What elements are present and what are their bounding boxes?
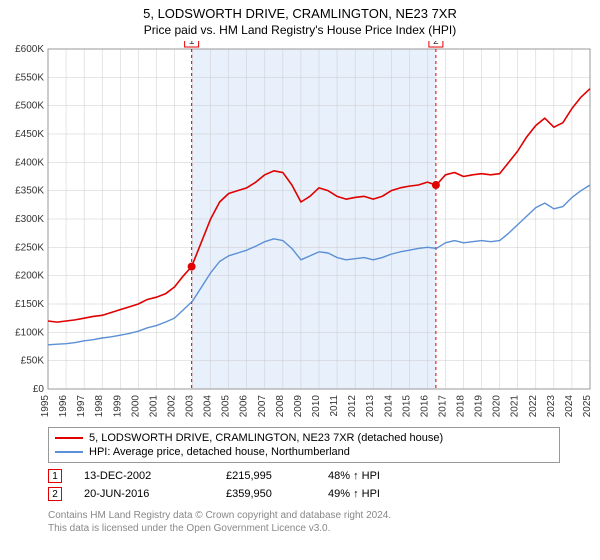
svg-text:2025: 2025 (582, 395, 593, 418)
svg-text:2010: 2010 (311, 395, 322, 418)
svg-text:£450K: £450K (15, 129, 44, 140)
legend-swatch-price (55, 437, 83, 439)
legend-row: HPI: Average price, detached house, Nort… (55, 445, 553, 459)
svg-text:1996: 1996 (58, 395, 69, 418)
svg-text:2004: 2004 (203, 395, 214, 418)
svg-text:1997: 1997 (76, 395, 87, 418)
sale-date: 13-DEC-2002 (84, 470, 204, 482)
sale-marker-icon: 1 (48, 469, 62, 483)
svg-text:2008: 2008 (275, 395, 286, 418)
sale-row: 2 20-JUN-2016 £359,950 49% ↑ HPI (48, 485, 560, 503)
svg-text:£400K: £400K (15, 157, 44, 168)
svg-text:2020: 2020 (492, 395, 503, 418)
sale-pct: 49% ↑ HPI (328, 488, 380, 500)
svg-text:2022: 2022 (528, 395, 539, 418)
sales-block: 1 13-DEC-2002 £215,995 48% ↑ HPI 2 20-JU… (48, 467, 560, 503)
sale-date: 20-JUN-2016 (84, 488, 204, 500)
svg-text:2006: 2006 (239, 395, 250, 418)
svg-text:2017: 2017 (437, 395, 448, 418)
svg-text:2011: 2011 (329, 395, 340, 417)
legend: 5, LODSWORTH DRIVE, CRAMLINGTON, NE23 7X… (48, 427, 560, 463)
sale-price: £359,950 (226, 488, 306, 500)
svg-text:2016: 2016 (419, 395, 430, 418)
svg-text:£250K: £250K (15, 242, 44, 253)
svg-text:£350K: £350K (15, 186, 44, 197)
chart-svg: £0 £50K £100K £150K £200K £250K £300K £350K £400… (0, 41, 600, 421)
page-title: 5, LODSWORTH DRIVE, CRAMLINGTON, NE23 7X… (0, 0, 600, 21)
legend-swatch-hpi (55, 451, 83, 453)
svg-text:£150K: £150K (15, 299, 44, 310)
legend-label: 5, LODSWORTH DRIVE, CRAMLINGTON, NE23 7X… (89, 432, 443, 444)
svg-text:2021: 2021 (510, 395, 521, 418)
sale-pct: 48% ↑ HPI (328, 470, 380, 482)
svg-text:2012: 2012 (347, 395, 358, 418)
svg-text:2001: 2001 (148, 395, 159, 418)
svg-text:£500K: £500K (15, 101, 44, 112)
svg-text:2023: 2023 (546, 395, 557, 418)
svg-text:1999: 1999 (112, 395, 123, 418)
svg-text:1: 1 (189, 41, 195, 47)
legend-label: HPI: Average price, detached house, Nort… (89, 446, 350, 458)
legend-row: 5, LODSWORTH DRIVE, CRAMLINGTON, NE23 7X… (55, 431, 553, 445)
svg-text:1995: 1995 (40, 395, 51, 418)
svg-text:£50K: £50K (21, 356, 45, 367)
footer-line: This data is licensed under the Open Gov… (48, 522, 560, 535)
svg-text:£300K: £300K (15, 214, 44, 225)
sale-marker-icon: 2 (48, 487, 62, 501)
svg-text:2015: 2015 (401, 395, 412, 418)
footer-line: Contains HM Land Registry data © Crown c… (48, 509, 560, 522)
svg-text:2013: 2013 (365, 395, 376, 418)
svg-text:£600K: £600K (15, 44, 44, 55)
svg-text:2018: 2018 (456, 395, 467, 418)
svg-text:£550K: £550K (15, 72, 44, 83)
svg-text:£0: £0 (33, 384, 45, 395)
svg-text:1998: 1998 (94, 395, 105, 418)
footer: Contains HM Land Registry data © Crown c… (48, 509, 560, 535)
svg-text:2007: 2007 (257, 395, 268, 418)
svg-text:£100K: £100K (15, 327, 44, 338)
svg-text:2003: 2003 (185, 395, 196, 418)
svg-text:2014: 2014 (383, 395, 394, 418)
sale-row: 1 13-DEC-2002 £215,995 48% ↑ HPI (48, 467, 560, 485)
svg-text:2009: 2009 (293, 395, 304, 418)
sale-price: £215,995 (226, 470, 306, 482)
page-subtitle: Price paid vs. HM Land Registry's House … (0, 21, 600, 41)
price-chart: £0 £50K £100K £150K £200K £250K £300K £350K £400… (0, 41, 600, 421)
svg-text:2019: 2019 (474, 395, 485, 418)
svg-text:2005: 2005 (221, 395, 232, 418)
svg-text:2002: 2002 (166, 395, 177, 418)
svg-text:£200K: £200K (15, 271, 44, 282)
svg-text:2024: 2024 (564, 395, 575, 418)
svg-text:2000: 2000 (130, 395, 141, 418)
svg-text:2: 2 (433, 41, 439, 47)
